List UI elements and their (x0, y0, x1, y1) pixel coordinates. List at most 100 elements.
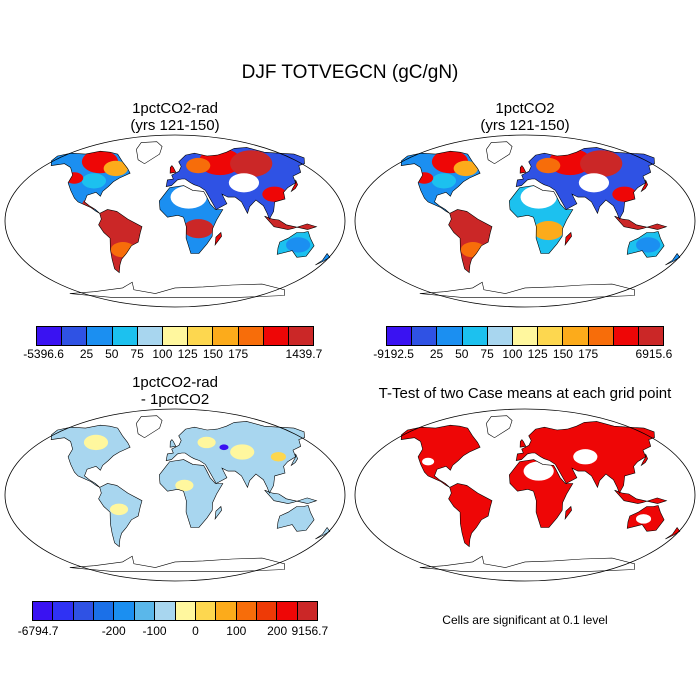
coastline-eurasia (165, 147, 305, 220)
colorbar-labels-1pctco2-rad: -5396.6 25 50 75 100 125 150 175 1439.7 (23, 347, 322, 361)
colorbar-tick-label: 50 (105, 347, 119, 361)
colorbar-tick-label: 150 (552, 347, 573, 361)
colorbar-swatch (62, 327, 88, 345)
field-patch (110, 242, 136, 258)
land-madagascar (215, 506, 222, 519)
land-antarctica (69, 282, 285, 298)
field-patch (81, 173, 107, 189)
coastline-antarctica (419, 281, 636, 298)
coastline-uk (519, 165, 527, 174)
map-difference (4, 408, 346, 582)
coastline-antarctica (69, 555, 286, 572)
land-antarctica (419, 556, 635, 572)
panel-title-difference: 1pctCO2-rad - 1pctCO2 (132, 374, 218, 408)
colorbar-tick-label: 0 (192, 624, 199, 638)
field-patch (65, 172, 84, 184)
field-patch (197, 436, 216, 449)
field-patch (230, 444, 255, 460)
field-patch (109, 503, 129, 516)
colorbar-swatch (155, 602, 176, 620)
field-patch (447, 217, 490, 244)
colorbar-swatch (162, 327, 189, 345)
land-antarctica (69, 556, 285, 572)
colorbar-tick-label: 6915.6 (635, 347, 673, 361)
colorbar-swatch (87, 327, 113, 345)
coastline-australia (276, 231, 315, 258)
coastline-indonesia (264, 489, 318, 504)
land-greenland (486, 415, 513, 438)
colorbar-tick-label: 9156.7 (291, 624, 329, 638)
land-indonesia (614, 216, 667, 230)
field-patch (520, 185, 557, 209)
colorbar-swatch (238, 327, 264, 345)
coastline-northAmerica (400, 424, 481, 488)
coastline-southAmerica (448, 483, 493, 548)
coastline-southAmerica (448, 209, 493, 274)
field-patch (431, 173, 457, 189)
coastline-northAmerica (50, 424, 131, 488)
coastline-madagascar (564, 231, 572, 246)
land-madagascar (565, 232, 572, 245)
field-patch (422, 457, 435, 466)
land-greenland (136, 415, 163, 438)
colorbar-swatch (462, 327, 488, 345)
land-newzealand (315, 527, 330, 539)
coastline-uk (169, 439, 177, 448)
coastline-greenland (486, 141, 513, 165)
map-border (354, 408, 696, 582)
land-indonesia (614, 490, 667, 504)
colorbar-swatch (412, 327, 438, 345)
colorbar-swatch (613, 327, 639, 345)
colorbar-swatch (236, 602, 257, 620)
field-patch (286, 237, 311, 253)
land-africa (159, 459, 223, 528)
colorbar-swatch (588, 327, 614, 345)
coastline-antarctica (69, 281, 286, 298)
field-patch (103, 160, 128, 177)
colorbar-swatch (263, 327, 289, 345)
colorbar-tick-label: 50 (455, 347, 469, 361)
field-patch (219, 444, 229, 451)
field-patch (460, 242, 486, 258)
colorbar-swatch (134, 602, 156, 620)
colorbar-swatch (256, 602, 278, 620)
field-patch (170, 185, 207, 209)
field-patch (536, 157, 561, 174)
colorbar-tick-label: -6794.7 (17, 624, 59, 638)
colorbar-swatch (73, 602, 95, 620)
colorbar-swatch (33, 602, 54, 620)
coastline-australia (626, 231, 665, 258)
coastline-indonesia (264, 215, 318, 230)
coastline-southAmerica (98, 483, 143, 548)
colorbar-labels-1pctco2: -9192.5 25 50 75 100 125 150 175 6915.6 (373, 347, 672, 361)
land-greenland (136, 141, 163, 164)
colorbar-swatch (137, 327, 163, 345)
coastline-madagascar (214, 505, 222, 520)
field-patch (230, 150, 273, 178)
land-madagascar (215, 232, 222, 245)
colorbar-swatch (112, 327, 138, 345)
coastline-indonesia (614, 215, 668, 230)
map-ttest-significance (354, 408, 696, 582)
colorbar-swatch (297, 602, 318, 620)
coastline-greenland (136, 415, 163, 439)
map-border (4, 134, 346, 308)
field-patch (635, 514, 652, 524)
land-indonesia (264, 216, 317, 230)
colorbar-tick-label: -100 (142, 624, 167, 638)
colorbar-tick-label: -9192.5 (373, 347, 414, 361)
coastline-uk (169, 165, 177, 174)
map-1pctco2-rad (4, 134, 346, 308)
colorbar-swatch (53, 602, 74, 620)
colorbar-swatch (437, 327, 463, 345)
coastline-eurasia (515, 421, 655, 494)
colorbar-tick-label: 75 (480, 347, 494, 361)
land-africa (509, 459, 573, 528)
colorbar-tick-label: 200 (267, 624, 288, 638)
land-greenland (486, 141, 513, 164)
land-northAmerica (51, 425, 131, 488)
colorbar-tick-label: 125 (177, 347, 198, 361)
land-uk (170, 165, 176, 174)
colorbar-swatch (114, 602, 135, 620)
coastline-japan (640, 453, 648, 467)
